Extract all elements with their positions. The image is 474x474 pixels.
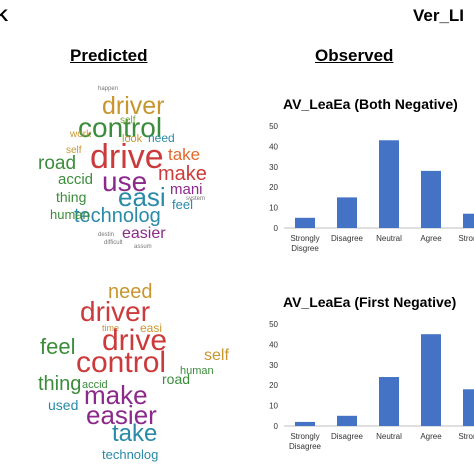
y-tick-label: 50 [269,122,278,131]
word-human: human [180,365,214,377]
word-make: make [84,380,148,410]
word-accid: accid [58,171,94,188]
chart-title-top: AV_LeaEa (Both Negative) [283,96,458,112]
word-driver: driver [80,296,151,327]
bar-agree [421,334,441,426]
bar-strongly [463,213,474,228]
y-tick-label: 30 [269,163,278,172]
word-accid: accid [82,379,108,391]
word-technolog: technolog [102,447,159,462]
word-take: take [112,420,158,447]
predicted-heading: Predicted [70,46,148,65]
word-need: need [108,281,153,303]
word-control: control [78,112,163,143]
y-tick-label: 0 [274,224,279,233]
observed-heading: Observed [315,46,394,65]
word-thing: thing [56,189,87,205]
y-tick-label: 30 [269,361,278,370]
bar-disagree [337,197,357,228]
word-easi: easi [140,321,163,335]
bar-strongly [463,389,474,426]
category-label: Agree [420,234,442,243]
category-label: Strongly Disgree [290,234,319,253]
y-tick-label: 40 [269,340,278,349]
corner-label-left: K [0,6,9,25]
bar-agree [421,170,441,228]
word-system: system [186,196,206,202]
word-control: control [76,346,167,379]
word-time: time [102,323,120,333]
word-assum: assum [134,244,152,250]
word-work: work [70,129,92,140]
bar-strongly-disagree [295,421,315,426]
word-mani: mani [170,181,203,198]
word-road: road [38,153,77,174]
y-tick-label: 20 [269,381,278,390]
word-cloud-bottom: need easi driver time drive feel control self hu… [30,278,250,462]
word-thing: thing [38,373,82,395]
word-easier: easier [86,400,157,430]
word-drive: drive [102,324,168,357]
y-tick-label: 40 [269,142,278,151]
word-make: make [158,163,207,185]
word-take: take [168,145,201,164]
word-self: self [120,115,136,126]
word-easi: easi [118,182,166,212]
chart-title-bottom: AV_LeaEa (First Negative) [283,294,457,310]
category-label: Neutral [376,234,402,243]
word-technolog: technolog [74,205,161,227]
bar-disagree [337,415,357,426]
y-tick-label: 0 [274,422,279,431]
word-used: used [48,397,79,413]
category-label: Strongly Disagree [289,432,322,451]
word-feel: feel [40,334,76,359]
word-look: look [122,133,143,145]
word-human: human [50,207,90,222]
category-label: Strongly [458,234,474,243]
y-tick-label: 50 [269,320,278,329]
word-feel: feel [172,197,193,212]
category-label: Agree [420,432,442,441]
bar-strongly-disgree [295,217,315,228]
y-tick-label: 10 [269,402,278,411]
word-difficult: difficult [104,240,123,246]
category-label: Strongly [458,432,474,441]
word-cloud-top: happen driver control self work look need drive… [30,84,250,264]
bar-chart-bottom: 0 10 20 30 40 50 Strongly Disagree Disagree Neutr… [269,320,474,451]
word-happen: happen [98,86,119,92]
bar-neutral [379,140,399,228]
word-drive: drive [90,138,164,176]
word-easier: easier [122,225,166,242]
category-label: Neutral [376,432,402,441]
word-destin: destin [98,232,115,238]
y-tick-label: 10 [269,204,278,213]
word-use: use [102,166,148,197]
word-need: need [148,131,175,145]
category-label: Disagree [331,234,364,243]
bar-neutral [379,377,399,426]
word-self: self [66,145,82,156]
word-road: road [162,371,191,387]
corner-label-right: Ver_LI [413,6,465,25]
word-self: self [204,347,229,364]
y-tick-label: 20 [269,183,278,192]
bar-chart-top: 0 10 20 30 40 50 Strongly Disgree Disagree Neutra… [269,122,474,253]
word-driver: driver [102,92,165,120]
category-label: Disagree [331,432,364,441]
